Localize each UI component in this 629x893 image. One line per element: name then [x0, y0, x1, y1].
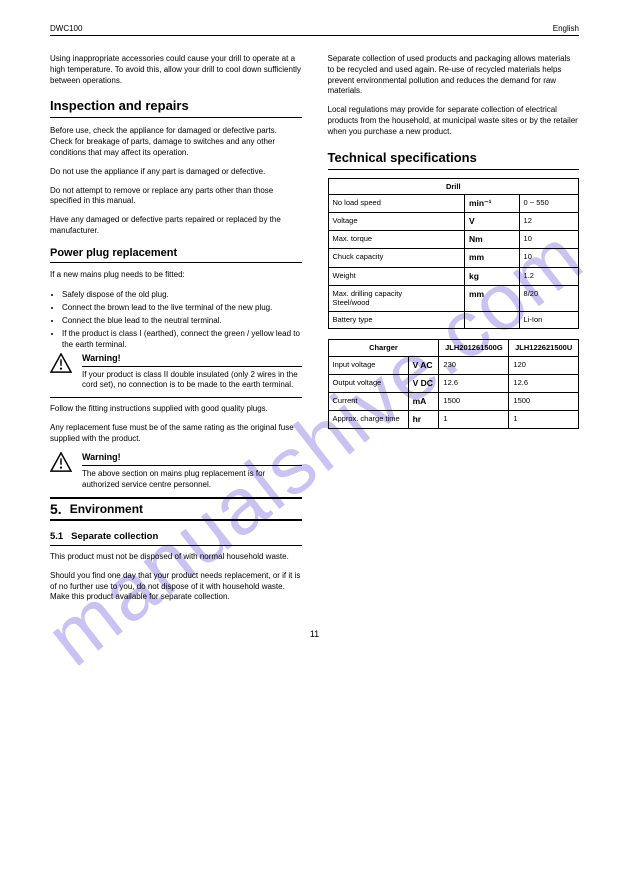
cell: kg — [464, 267, 519, 285]
inspection-p2: Do not use the appliance if any part is … — [50, 167, 302, 178]
cell: 0 ~ 550 — [519, 195, 578, 213]
inspection-p4: Have any damaged or defective parts repa… — [50, 215, 302, 237]
cell: JLH201261500G — [439, 339, 509, 356]
cell: 10 — [519, 231, 578, 249]
table-row: Max. drilling capacity Steel/wood mm 8/2… — [328, 285, 579, 312]
cell: 1.2 — [519, 267, 578, 285]
separate-p1: This product must not be disposed of wit… — [50, 552, 302, 563]
cell — [464, 312, 519, 329]
table-row: Input voltage V AC 230 120 — [328, 356, 579, 374]
cell: 8/20 — [519, 285, 578, 312]
cell: 12.6 — [509, 374, 579, 392]
warning-title: Warning! — [82, 353, 302, 367]
header-bar: DWC100 English — [50, 24, 579, 33]
list-item: Safely dispose of the old plug. — [62, 289, 302, 300]
cell: Input voltage — [328, 356, 408, 374]
table-row: Voltage V 12 — [328, 213, 579, 231]
section-num: 5.1 — [50, 531, 63, 542]
cell: Output voltage — [328, 374, 408, 392]
cell: mm — [464, 249, 519, 267]
power-p2: Follow the fitting instructions supplied… — [50, 404, 302, 415]
inspection-p1: Before use, check the appliance for dama… — [50, 126, 302, 158]
warning-body: The above section on mains plug replacem… — [82, 469, 302, 491]
table-row: Output voltage V DC 12.6 12.6 — [328, 374, 579, 392]
cell: Voltage — [328, 213, 464, 231]
table-row: Charger JLH201261500G JLH122621500U — [328, 339, 579, 356]
section-inspection-title: Inspection and repairs — [50, 98, 302, 118]
cell: mm — [464, 285, 519, 312]
cell: V — [464, 213, 519, 231]
cell: 1500 — [439, 392, 509, 410]
right-column: Separate collection of used products and… — [328, 54, 580, 611]
cell: Max. torque — [328, 231, 464, 249]
intro-paragraph: Using inappropriate accessories could ca… — [50, 54, 302, 86]
power-intro: If a new mains plug needs to be fitted: — [50, 270, 302, 281]
cell: min⁻¹ — [464, 195, 519, 213]
language-label: English — [553, 24, 579, 33]
cell: 1500 — [509, 392, 579, 410]
cell: hr — [408, 410, 439, 428]
chapter-top-rule — [50, 497, 302, 499]
model-number: DWC100 — [50, 24, 82, 33]
cell: 1 — [439, 410, 509, 428]
cell: Chuck capacity — [328, 249, 464, 267]
content-columns: Using inappropriate accessories could ca… — [50, 54, 579, 611]
cell: 1 — [509, 410, 579, 428]
cell: Li-Ion — [519, 312, 578, 329]
table-row: Chuck capacity mm 10 — [328, 249, 579, 267]
cell: V AC — [408, 356, 439, 374]
table-charger: Charger JLH201261500G JLH122621500U Inpu… — [328, 339, 580, 429]
page-number: 11 — [50, 629, 579, 639]
table-header: Drill — [328, 178, 579, 195]
warning-block-1: Warning! If your product is class II dou… — [50, 353, 302, 392]
cell: Max. drilling capacity Steel/wood — [328, 285, 464, 312]
warning-icon — [50, 353, 72, 373]
warning-icon — [50, 452, 72, 472]
cell: 120 — [509, 356, 579, 374]
table-row: Max. torque Nm 10 — [328, 231, 579, 249]
power-list: Safely dispose of the old plug. Connect … — [50, 289, 302, 351]
inspection-p3: Do not attempt to remove or replace any … — [50, 186, 302, 208]
cell: Approx. charge time — [328, 410, 408, 428]
cell: Battery type — [328, 312, 464, 329]
cell: 230 — [439, 356, 509, 374]
table-drill: Drill No load speed min⁻¹ 0 ~ 550 Voltag… — [328, 178, 580, 329]
table-row: Approx. charge time hr 1 1 — [328, 410, 579, 428]
chapter-title: Environment — [70, 502, 143, 516]
cell: Current — [328, 392, 408, 410]
separate-p3: Separate collection of used products and… — [328, 54, 580, 97]
cell: 10 — [519, 249, 578, 267]
table-row: Current mA 1500 1500 — [328, 392, 579, 410]
cell: JLH122621500U — [509, 339, 579, 356]
cell: 12.6 — [439, 374, 509, 392]
chapter-number: 5. — [50, 501, 62, 517]
power-p3: Any replacement fuse must be of the same… — [50, 423, 302, 445]
cell: Charger — [328, 339, 439, 356]
cell: mA — [408, 392, 439, 410]
section-title: Separate collection — [71, 531, 158, 542]
list-item: If the product is class I (earthed), con… — [62, 328, 302, 350]
section-power-title: Power plug replacement — [50, 247, 302, 263]
warning-body: If your product is class II double insul… — [82, 370, 302, 392]
left-column: Using inappropriate accessories could ca… — [50, 54, 302, 611]
table-row: Battery type Li-Ion — [328, 312, 579, 329]
tech-title: Technical specifications — [328, 150, 580, 170]
separate-p2: Should you find one day that your produc… — [50, 571, 302, 603]
cell: Nm — [464, 231, 519, 249]
cell: V DC — [408, 374, 439, 392]
list-item: Connect the blue lead to the neutral ter… — [62, 315, 302, 326]
header-rule — [50, 35, 579, 36]
warning-title: Warning! — [82, 452, 302, 466]
warning-block-2: Warning! The above section on mains plug… — [50, 452, 302, 491]
cell: 12 — [519, 213, 578, 231]
chapter-row: 5. Environment — [50, 501, 302, 521]
numbered-section: 5.1 Separate collection — [50, 531, 302, 546]
after-warn-rule — [50, 397, 302, 404]
table-row: No load speed min⁻¹ 0 ~ 550 — [328, 195, 579, 213]
list-item: Connect the brown lead to the live termi… — [62, 302, 302, 313]
separate-p4: Local regulations may provide for separa… — [328, 105, 580, 137]
cell: No load speed — [328, 195, 464, 213]
table-row: Weight kg 1.2 — [328, 267, 579, 285]
cell: Weight — [328, 267, 464, 285]
